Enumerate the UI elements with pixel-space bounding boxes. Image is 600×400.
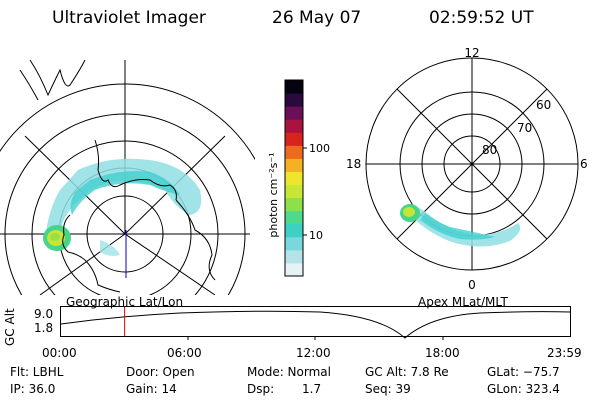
mode-info: Mode: Normal: [247, 365, 331, 379]
observation-date: 26 May 07: [272, 8, 362, 28]
colorbar-stripe: [285, 80, 303, 94]
colorbar-stripe: [285, 223, 303, 238]
altitude-ytick-high: 9.0: [34, 307, 54, 321]
glon-info: GLon: 323.4: [487, 382, 560, 396]
altitude-plot-frame: [60, 306, 571, 337]
ip-info: IP: 36.0: [10, 382, 56, 396]
geo-coastlines: [19, 59, 216, 293]
geo-lat-circle: [0, 83, 255, 161]
altitude-xtick-0000: 00:00: [42, 346, 77, 360]
mag-aurora-emission: [400, 204, 521, 247]
altitude-xtick-2359: 23:59: [547, 346, 582, 360]
door-info: Door: Open: [126, 365, 195, 379]
instrument-title: Ultraviolet Imager: [52, 8, 206, 28]
mlt-label-0: 0: [468, 278, 476, 292]
glat-info: GLat: −75.7: [487, 365, 560, 379]
intensity-colorbar: 100 10 photon cm⁻²s⁻¹: [267, 79, 330, 277]
colorbar-tick-10: 10: [309, 229, 323, 242]
colorbar-stripe: [285, 262, 303, 277]
gc-alt-info: GC Alt: 7.8 Re: [365, 365, 449, 379]
colorbar-stripe: [285, 171, 303, 186]
altitude-xtick-1200: 12:00: [296, 346, 331, 360]
mag-map-caption: Apex MLat/MLT: [418, 295, 508, 309]
mlt-label-6: 6: [580, 157, 588, 171]
geo-meridian: [39, 233, 126, 295]
colorbar-stripe: [285, 119, 303, 133]
colorbar-tick-100: 100: [309, 142, 330, 155]
altitude-xticks: [187, 336, 444, 340]
observation-time: 02:59:52 UT: [429, 8, 534, 28]
colorbar-stripe: [285, 184, 303, 199]
mlt-label-12: 12: [464, 46, 479, 60]
filter-info: Flt: LBHL: [10, 365, 64, 379]
sequence-info: Seq: 39: [365, 382, 411, 396]
colorbar-label: photon cm⁻²s⁻¹: [267, 152, 280, 237]
altitude-ytick-low: 1.8: [34, 321, 54, 335]
colorbar-stripe: [285, 236, 303, 251]
geo-meridian: [124, 233, 216, 295]
mlat-label-60: 60: [536, 98, 551, 112]
altitude-xtick-1800: 18:00: [425, 346, 460, 360]
mlat-label-70: 70: [517, 121, 532, 135]
colorbar-stripe: [285, 106, 303, 120]
apex-mlat-mlt-map: 12 18 6 0 60 70 80: [346, 46, 588, 292]
altitude-xtick-0600: 06:00: [167, 346, 202, 360]
dsp-label: Dsp:: [247, 382, 275, 396]
colorbar-stripe: [285, 93, 303, 107]
altitude-plot: [60, 306, 571, 340]
geographic-map: [0, 59, 255, 295]
colorbar-stripe: [285, 210, 303, 225]
gain-info: Gain: 14: [126, 382, 177, 396]
altitude-ylabel: GC Alt: [3, 308, 17, 346]
geo-map-caption: Geographic Lat/Lon: [66, 295, 184, 309]
mlat-label-80: 80: [482, 143, 497, 157]
colorbar-stripe: [285, 132, 303, 146]
colorbar-stripe: [285, 197, 303, 212]
geo-aurora-emission: [43, 158, 202, 256]
altitude-curve: [60, 310, 571, 339]
colorbar-stripe: [285, 158, 303, 172]
dsp-value: 1.7: [302, 382, 322, 396]
colorbar-stripe: [285, 145, 303, 159]
mlt-label-18: 18: [346, 157, 361, 171]
colorbar-stripe: [285, 249, 303, 264]
